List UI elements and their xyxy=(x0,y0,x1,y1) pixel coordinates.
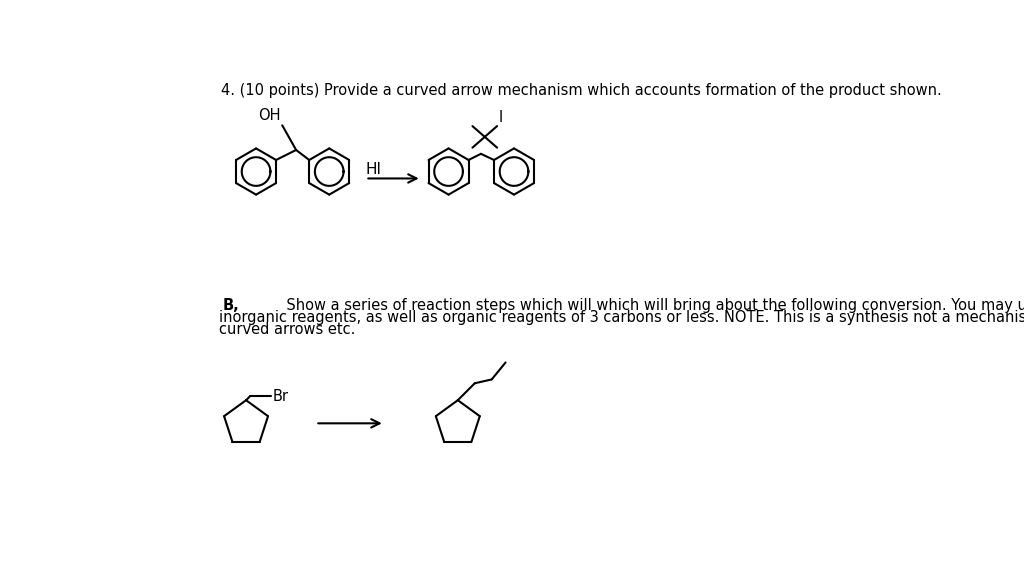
Text: I: I xyxy=(499,109,503,124)
Text: inorganic reagents, as well as organic reagents of 3 carbons or less. NOTE. This: inorganic reagents, as well as organic r… xyxy=(219,310,1024,325)
Text: B,: B, xyxy=(223,298,240,313)
Text: OH: OH xyxy=(258,108,281,123)
Text: Br: Br xyxy=(272,389,288,404)
Text: HI: HI xyxy=(366,162,381,177)
Text: curved arrows etc.: curved arrows etc. xyxy=(219,323,355,338)
Text: Show a series of reaction steps which will which will bring about the following : Show a series of reaction steps which wi… xyxy=(254,298,1024,313)
Text: 4. (10 points) Provide a curved arrow mechanism which accounts formation of the : 4. (10 points) Provide a curved arrow me… xyxy=(221,83,942,98)
